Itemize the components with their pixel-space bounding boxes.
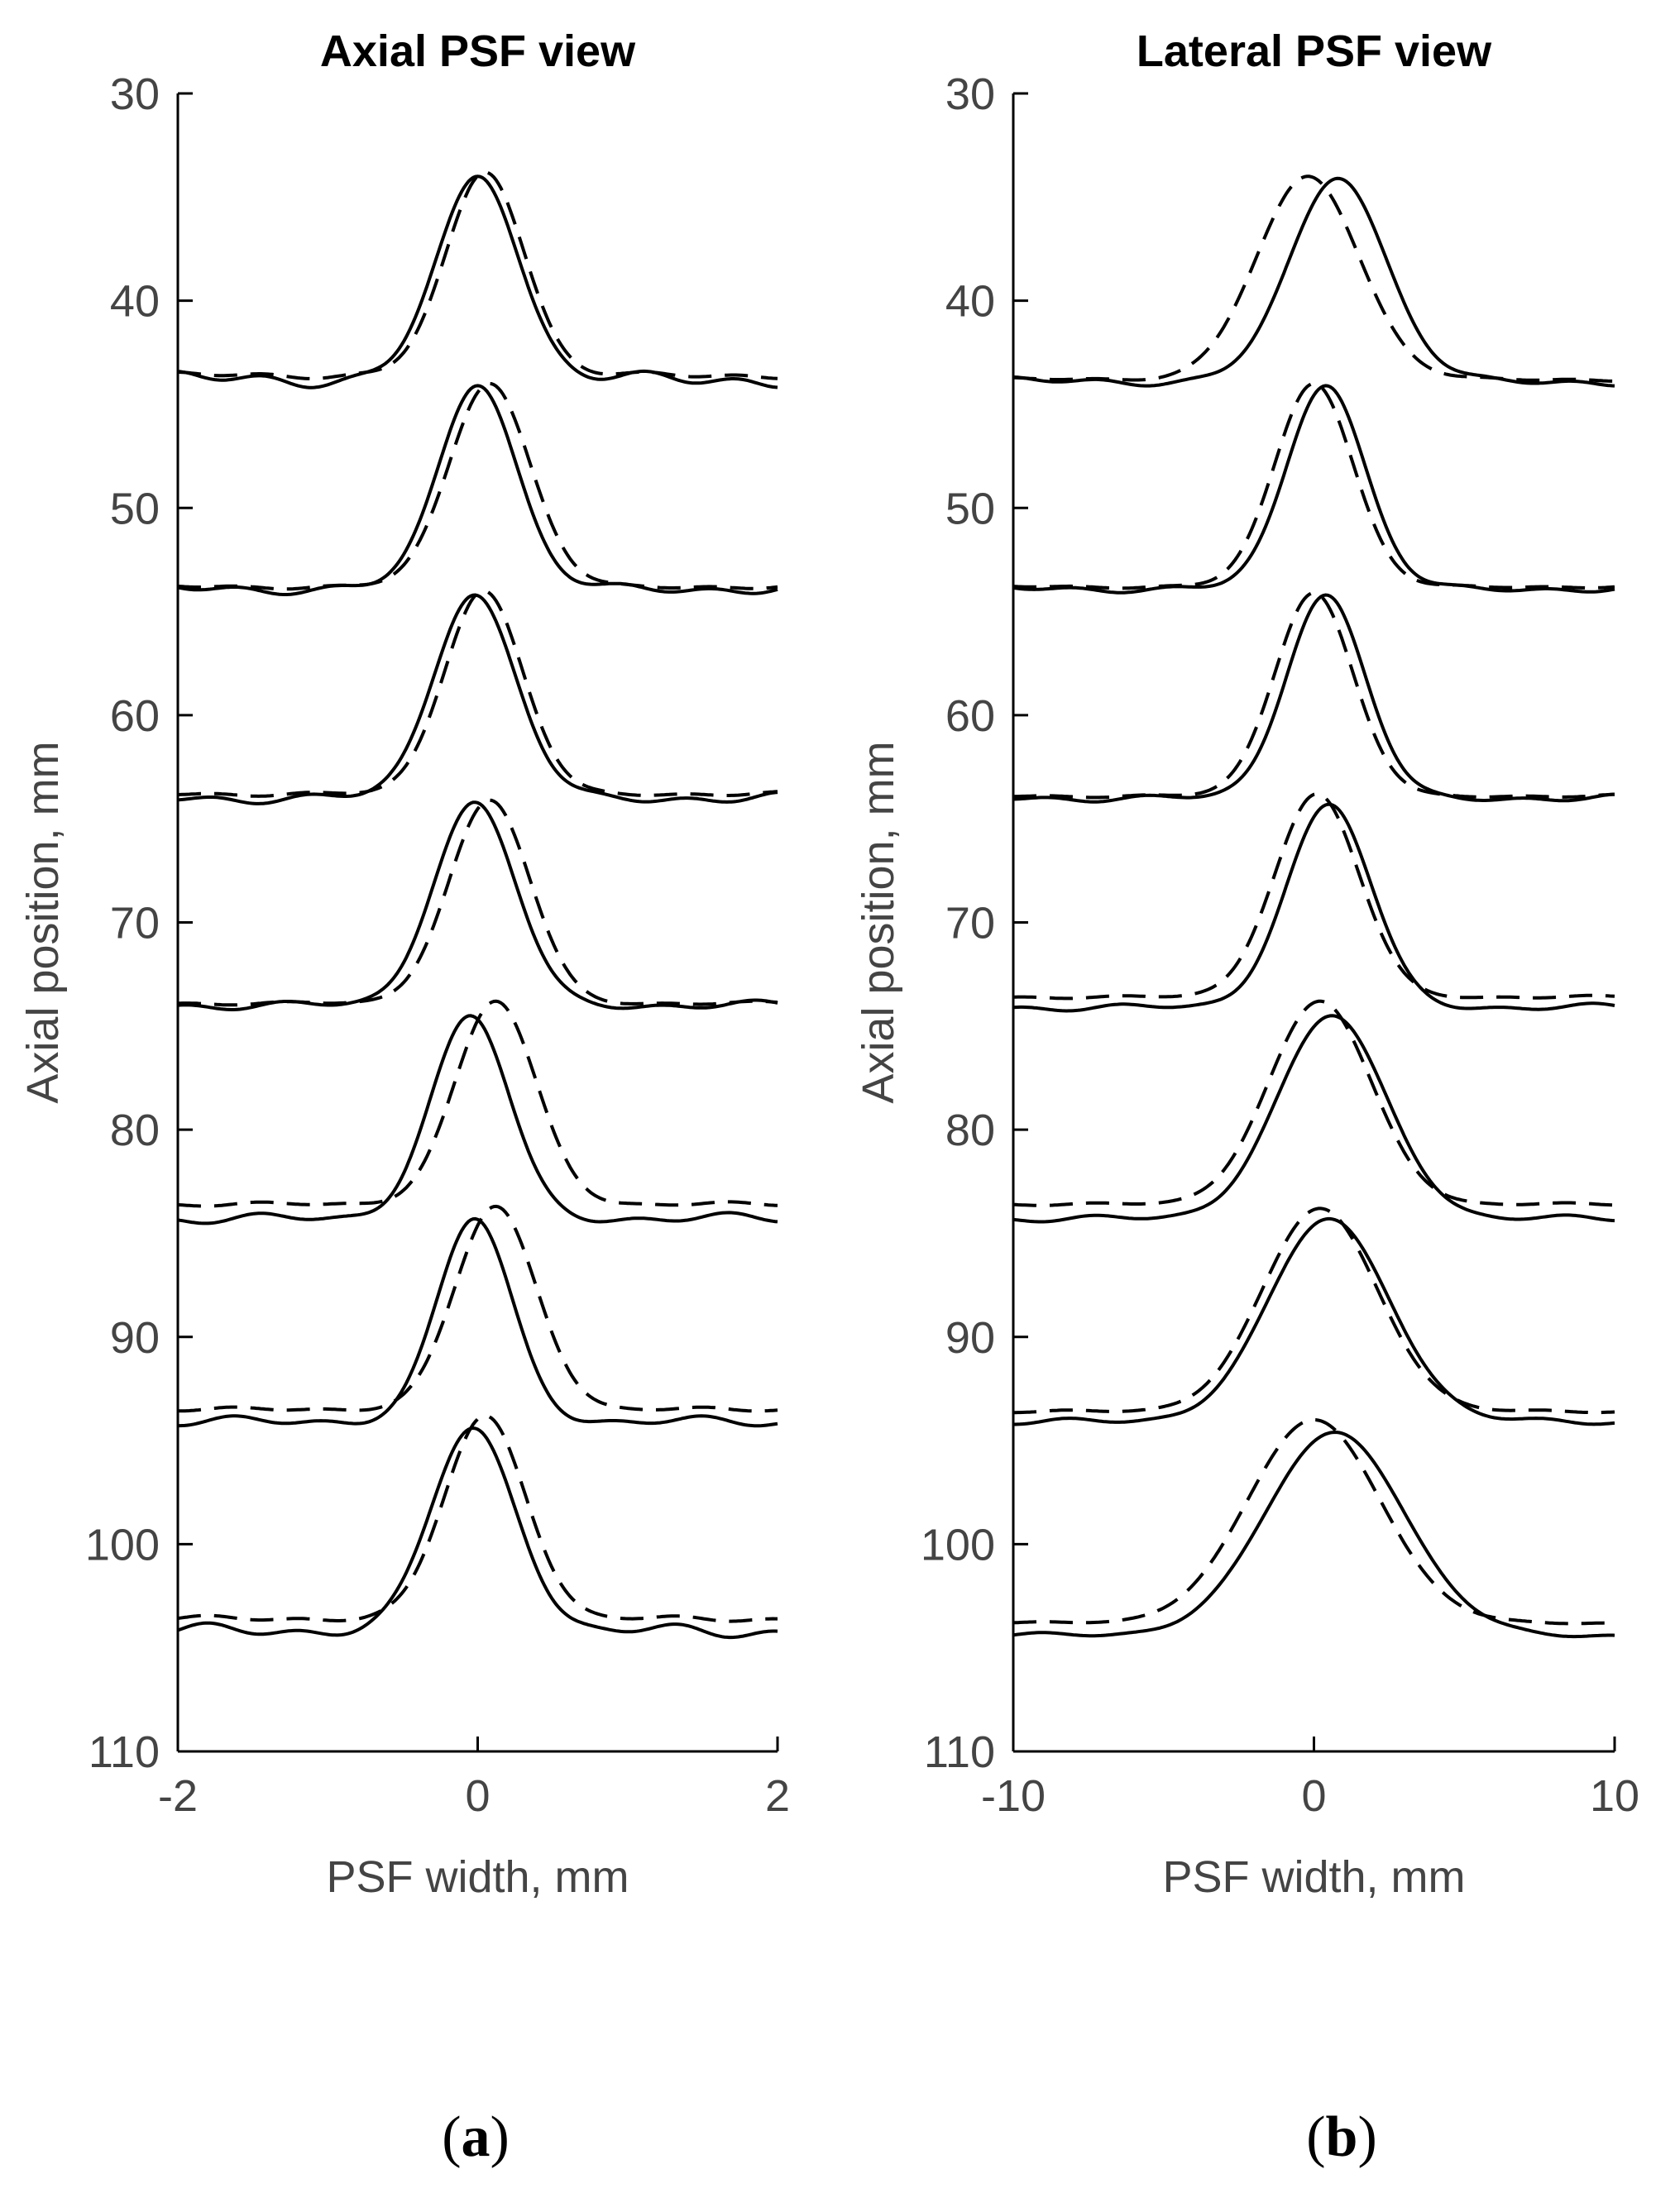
y-tick-label: 80 — [945, 1106, 995, 1155]
x-tick-label: 0 — [465, 1771, 490, 1821]
dashed-profile-line — [1012, 1417, 1615, 1626]
solid-profile-line — [1012, 593, 1615, 804]
y-axis-label: Axial position, mm — [854, 741, 903, 1103]
solid-profile-line — [177, 1426, 778, 1640]
dashed-profile-line — [1012, 590, 1615, 800]
dashed-profile-line — [177, 170, 778, 381]
y-tick-label: 60 — [110, 691, 160, 741]
chart-title: Axial PSF view — [320, 26, 636, 76]
solid-profile-line — [178, 1216, 778, 1428]
dashed-profile-line — [177, 1413, 778, 1623]
x-axis-label: PSF width, mm — [326, 1852, 629, 1902]
y-tick-label: 70 — [945, 899, 995, 948]
y-tick-label: 60 — [945, 691, 995, 741]
dashed-profile-line — [178, 1204, 778, 1413]
y-tick-label: 40 — [110, 277, 160, 327]
x-tick-label: 2 — [765, 1771, 790, 1821]
y-axis-label: Axial position, mm — [18, 741, 68, 1103]
y-tick-label: 110 — [89, 1727, 160, 1777]
panel-label-b: (b) — [1306, 2105, 1377, 2169]
solid-profile-line — [1012, 1014, 1615, 1224]
dashed-profile-line — [1012, 999, 1615, 1207]
solid-profile-line — [1012, 176, 1615, 388]
y-tick-label: 50 — [945, 484, 995, 533]
y-tick-label: 110 — [924, 1727, 995, 1777]
solid-profile-line — [177, 800, 778, 1011]
solid-profile-line — [177, 1014, 778, 1225]
dashed-profile-line — [1012, 381, 1615, 590]
dashed-profile-line — [178, 798, 778, 1007]
solid-profile-line — [1012, 1430, 1615, 1639]
y-tick-label: 50 — [110, 484, 160, 533]
x-tick-label: 0 — [1301, 1771, 1326, 1821]
axial-psf-chart: 30 40 50 60 70 80 90 100 110-2 0 2 Axial PSF view PS… — [18, 26, 790, 1902]
y-tick-label: 90 — [945, 1313, 995, 1363]
dashed-profile-line — [177, 381, 778, 591]
dashed-profile-line — [1013, 1206, 1615, 1415]
y-tick-label: 80 — [110, 1106, 160, 1155]
chart-title: Lateral PSF view — [1137, 26, 1492, 76]
dashed-profile-line — [177, 999, 778, 1208]
panel-label-a: (a) — [442, 2105, 510, 2169]
solid-profile-line — [1012, 384, 1615, 595]
solid-profile-line — [177, 174, 778, 389]
y-tick-label: 90 — [110, 1313, 160, 1363]
solid-profile-line — [177, 384, 778, 596]
solid-profile-line — [1013, 1216, 1615, 1426]
x-tick-label: -10 — [981, 1771, 1046, 1821]
x-tick-label: -2 — [158, 1771, 198, 1821]
y-tick-label: 100 — [85, 1520, 160, 1569]
y-tick-label: 70 — [110, 899, 160, 948]
x-tick-label: 10 — [1590, 1771, 1639, 1821]
lateral-psf-chart: 30 40 50 60 70 80 90 100 110-10 0 10 Lateral PSF vi… — [854, 26, 1639, 1902]
y-tick-label: 40 — [945, 277, 995, 327]
y-tick-label: 100 — [921, 1520, 995, 1569]
dashed-profile-line — [1013, 792, 1615, 1001]
dashed-profile-line — [177, 589, 778, 798]
solid-profile-line — [177, 593, 778, 805]
x-axis-label: PSF width, mm — [1162, 1852, 1465, 1902]
y-tick-label: 30 — [945, 69, 995, 119]
solid-profile-line — [1012, 802, 1615, 1013]
y-tick-label: 30 — [110, 69, 160, 119]
dashed-profile-line — [1013, 174, 1615, 383]
